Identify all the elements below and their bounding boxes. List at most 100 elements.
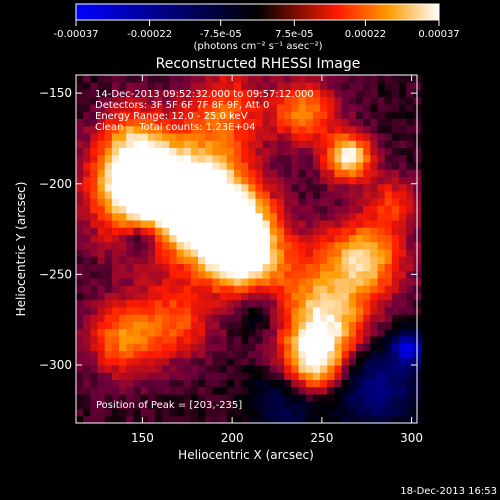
heatmap-cell	[341, 140, 350, 148]
heatmap-cell	[355, 212, 364, 221]
heatmap-cell	[190, 140, 199, 148]
heatmap-cell	[205, 386, 213, 395]
heatmap-cell	[198, 227, 206, 235]
heatmap-cell	[233, 162, 242, 170]
heatmap-cell	[377, 176, 386, 185]
heatmap-cell	[248, 357, 256, 366]
heatmap-cell	[83, 205, 91, 214]
heatmap-cell	[140, 82, 149, 90]
heatmap-cell	[133, 169, 142, 177]
heatmap-cell	[97, 307, 106, 315]
heatmap-cell	[97, 365, 106, 373]
heatmap-cell	[269, 220, 278, 228]
heatmap-cell	[226, 357, 235, 366]
heatmap-cell	[126, 89, 134, 98]
heatmap-cell	[133, 183, 142, 192]
heatmap-cell	[219, 162, 228, 170]
heatmap-cell	[384, 125, 393, 134]
heatmap-cell	[76, 162, 84, 170]
heatmap-cell	[176, 379, 185, 388]
heatmap-cell	[341, 205, 350, 214]
heatmap-cell	[111, 263, 120, 272]
heatmap-cell	[277, 205, 285, 214]
heatmap-cell	[190, 394, 199, 402]
heatmap-cell	[320, 321, 328, 330]
heatmap-cell	[126, 191, 134, 199]
heatmap-cell	[190, 343, 199, 351]
heatmap-cell	[384, 394, 393, 402]
heatmap-cell	[190, 408, 199, 417]
heatmap-cell	[212, 292, 221, 301]
heatmap-cell	[327, 263, 335, 272]
heatmap-cell	[126, 285, 134, 293]
heatmap-cell	[363, 408, 371, 417]
heatmap-cell	[162, 205, 170, 214]
heatmap-cell	[248, 111, 256, 119]
heatmap-cell	[284, 365, 292, 373]
heatmap-cell	[291, 299, 300, 308]
heatmap-cell	[248, 154, 256, 163]
heatmap-cell	[76, 386, 84, 395]
heatmap-cell	[169, 205, 178, 214]
heatmap-cell	[104, 96, 113, 105]
heatmap-cell	[183, 249, 192, 257]
heatmap-cell	[119, 386, 127, 395]
heatmap-cell	[133, 111, 142, 119]
heatmap-cell	[198, 176, 206, 185]
heatmap-cell	[320, 118, 328, 127]
heatmap-cell	[269, 176, 278, 185]
heatmap-cell	[262, 415, 271, 424]
heatmap-cell	[348, 321, 357, 330]
heatmap-cell	[111, 321, 120, 330]
heatmap-cell	[305, 314, 314, 322]
heatmap-cell	[90, 183, 99, 192]
heatmap-cell	[391, 314, 400, 322]
colorbar-unit-label: (photons cm⁻² s⁻¹ asec⁻²)	[193, 41, 322, 52]
heatmap-cell	[133, 154, 142, 163]
heatmap-cell	[176, 263, 185, 272]
heatmap-cell	[391, 75, 400, 83]
heatmap-cell	[198, 372, 206, 380]
heatmap-cell	[291, 256, 300, 264]
heatmap-cell	[384, 386, 393, 395]
heatmap-cell	[327, 299, 335, 308]
heatmap-cell	[377, 314, 386, 322]
heatmap-cell	[355, 336, 364, 344]
heatmap-cell	[133, 386, 142, 395]
heatmap-cell	[320, 372, 328, 380]
heatmap-cell	[348, 140, 357, 148]
heatmap-cell	[140, 328, 149, 337]
heatmap-cell	[377, 169, 386, 177]
heatmap-cell	[83, 372, 91, 380]
heatmap-cell	[162, 176, 170, 185]
heatmap-cell	[140, 270, 149, 279]
heatmap-cell	[219, 118, 228, 127]
heatmap-cell	[205, 147, 213, 156]
heatmap-cell	[76, 227, 84, 235]
heatmap-cell	[140, 169, 149, 177]
heatmap-cell	[140, 176, 149, 185]
heatmap-cell	[205, 307, 213, 315]
heatmap-cell	[370, 154, 379, 163]
heatmap-cell	[277, 125, 285, 134]
heatmap-cell	[83, 241, 91, 250]
heatmap-cell	[212, 183, 221, 192]
heatmap-cell	[233, 343, 242, 351]
heatmap-cell	[348, 270, 357, 279]
heatmap-cell	[284, 82, 292, 90]
heatmap-cell	[154, 162, 163, 170]
heatmap-cell	[269, 372, 278, 380]
heatmap-cell	[190, 234, 199, 243]
heatmap-cell	[226, 205, 235, 214]
heatmap-cell	[226, 263, 235, 272]
heatmap-cell	[284, 241, 292, 250]
heatmap-cell	[169, 350, 178, 359]
heatmap-cell	[119, 191, 127, 199]
heatmap-cell	[334, 357, 343, 366]
heatmap-cell	[133, 125, 142, 134]
heatmap-cell	[355, 350, 364, 359]
heatmap-cell	[111, 96, 120, 105]
heatmap-cell	[377, 154, 386, 163]
heatmap-cell	[241, 394, 249, 402]
heatmap-cell	[406, 125, 414, 134]
